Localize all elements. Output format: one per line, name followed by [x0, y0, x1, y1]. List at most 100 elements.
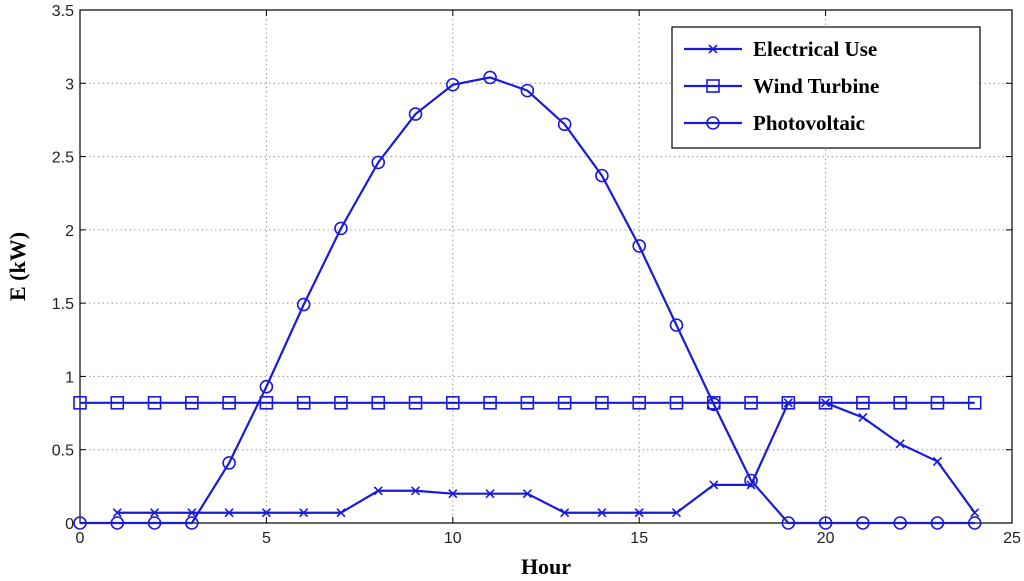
wind-turbine-point — [222, 396, 236, 410]
electrical-use-point — [299, 508, 309, 518]
photovoltaic-point — [669, 318, 684, 332]
series-wind-turbine — [73, 396, 982, 410]
electrical-use-point — [671, 508, 682, 518]
photovoltaic-point — [520, 83, 535, 98]
electrical-use-point — [336, 508, 346, 518]
electrical-use-point — [522, 489, 532, 499]
photovoltaic-point — [595, 168, 609, 183]
wind-turbine-point — [669, 396, 684, 410]
electrical-use-point — [261, 508, 271, 518]
wind-turbine-point — [334, 396, 348, 410]
wind-turbine-point — [520, 396, 535, 410]
photovoltaic-point — [445, 77, 460, 92]
photovoltaic-point — [483, 70, 497, 85]
y-tick-label: 3 — [65, 76, 74, 93]
x-tick-label: 25 — [1003, 530, 1021, 547]
y-tick-label: 1.5 — [52, 296, 74, 313]
photovoltaic-point — [185, 516, 199, 530]
wind-turbine-point — [147, 396, 162, 410]
x-tick-label: 5 — [262, 530, 271, 547]
photovoltaic-point — [967, 516, 982, 530]
electrical-use-point — [187, 508, 197, 518]
legend-item-wind-turbine: Wind Turbine — [684, 74, 879, 98]
photovoltaic-point — [110, 516, 125, 530]
photovoltaic-point — [371, 155, 386, 170]
wind-turbine-point — [296, 396, 311, 410]
electrical-use-point — [970, 508, 980, 518]
wind-turbine-point — [967, 396, 982, 410]
series-photovoltaic — [73, 70, 982, 530]
legend-label: Electrical Use — [753, 37, 877, 61]
photovoltaic-point — [73, 516, 87, 530]
electrical-use-point — [485, 489, 495, 499]
electrical-use-point — [448, 489, 458, 499]
photovoltaic-line — [80, 76, 975, 525]
photovoltaic-point — [744, 473, 758, 488]
y-axis-label: E (kW) — [5, 232, 30, 301]
wind-turbine-point — [110, 396, 125, 410]
photovoltaic-point — [818, 516, 833, 530]
legend-marker — [706, 116, 720, 130]
x-axis-label: Hour — [521, 554, 571, 579]
wind-turbine-point — [632, 396, 647, 410]
electrical-use-point — [858, 412, 868, 423]
photovoltaic-point — [632, 239, 647, 253]
wind-turbine-point — [73, 396, 87, 410]
y-tick-label: 0 — [65, 516, 74, 533]
series-layer — [73, 70, 982, 530]
photovoltaic-point — [222, 456, 236, 470]
legend-item-electrical-use: Electrical Use — [684, 37, 877, 61]
legend-label: Wind Turbine — [753, 74, 879, 98]
electrical-use-point — [149, 508, 160, 518]
electrical-use-point — [373, 486, 383, 496]
wind-turbine-point — [557, 396, 572, 410]
y-tick-label: 2.5 — [52, 150, 74, 167]
legend-item-photovoltaic: Photovoltaic — [684, 111, 865, 135]
wind-turbine-point — [595, 396, 609, 410]
photovoltaic-point — [557, 117, 572, 132]
wind-turbine-point — [930, 396, 945, 410]
photovoltaic-point — [334, 221, 348, 236]
y-tick-label: 1 — [65, 369, 74, 386]
x-tick-label: 0 — [76, 530, 85, 547]
wind-turbine-point — [781, 396, 796, 410]
wind-turbine-point — [818, 396, 833, 410]
plot-area — [79, 9, 1013, 524]
legend-label: Photovoltaic — [753, 111, 865, 135]
photovoltaic-point — [856, 516, 870, 530]
electrical-use-point — [932, 456, 943, 467]
photovoltaic-point — [147, 516, 162, 530]
wind-turbine-point — [744, 396, 758, 410]
photovoltaic-point — [296, 297, 311, 312]
electrical-use-point — [410, 486, 421, 496]
legend-marker — [708, 44, 718, 54]
wind-turbine-point — [408, 396, 423, 410]
electrical-use-point — [112, 508, 122, 518]
electrical-use-point — [597, 508, 607, 518]
wind-turbine-point — [259, 396, 274, 410]
axis-ticks: 0 5 10 15 20 25 0 0.5 1 1.5 2 2.5 3 3.5 — [52, 3, 1021, 547]
y-tick-label: 2 — [65, 223, 74, 240]
photovoltaic-point — [893, 516, 907, 530]
wind-turbine-point — [371, 396, 386, 410]
legend-marker — [706, 79, 720, 93]
wind-turbine-point — [893, 396, 907, 410]
electrical-use-point — [224, 508, 234, 518]
x-tick-label: 10 — [444, 530, 462, 547]
wind-turbine-point — [856, 396, 870, 410]
legend-box — [671, 26, 981, 149]
wind-turbine-point — [185, 396, 199, 410]
photovoltaic-point — [408, 107, 423, 121]
x-tick-label: 20 — [817, 530, 835, 547]
electrical-use-point — [634, 508, 644, 518]
photovoltaic-point — [706, 397, 721, 412]
x-tick-label: 15 — [630, 530, 648, 547]
electrical-use-point — [560, 508, 570, 518]
wind-turbine-point — [445, 396, 460, 410]
wind-turbine-point — [483, 396, 497, 410]
electrical-use-point — [895, 439, 905, 449]
y-tick-label: 0.5 — [52, 443, 74, 460]
photovoltaic-point — [259, 379, 274, 394]
legend: Electrical Use Wind Turbine Photovoltaic — [671, 26, 981, 149]
electrical-use-point — [709, 480, 719, 490]
